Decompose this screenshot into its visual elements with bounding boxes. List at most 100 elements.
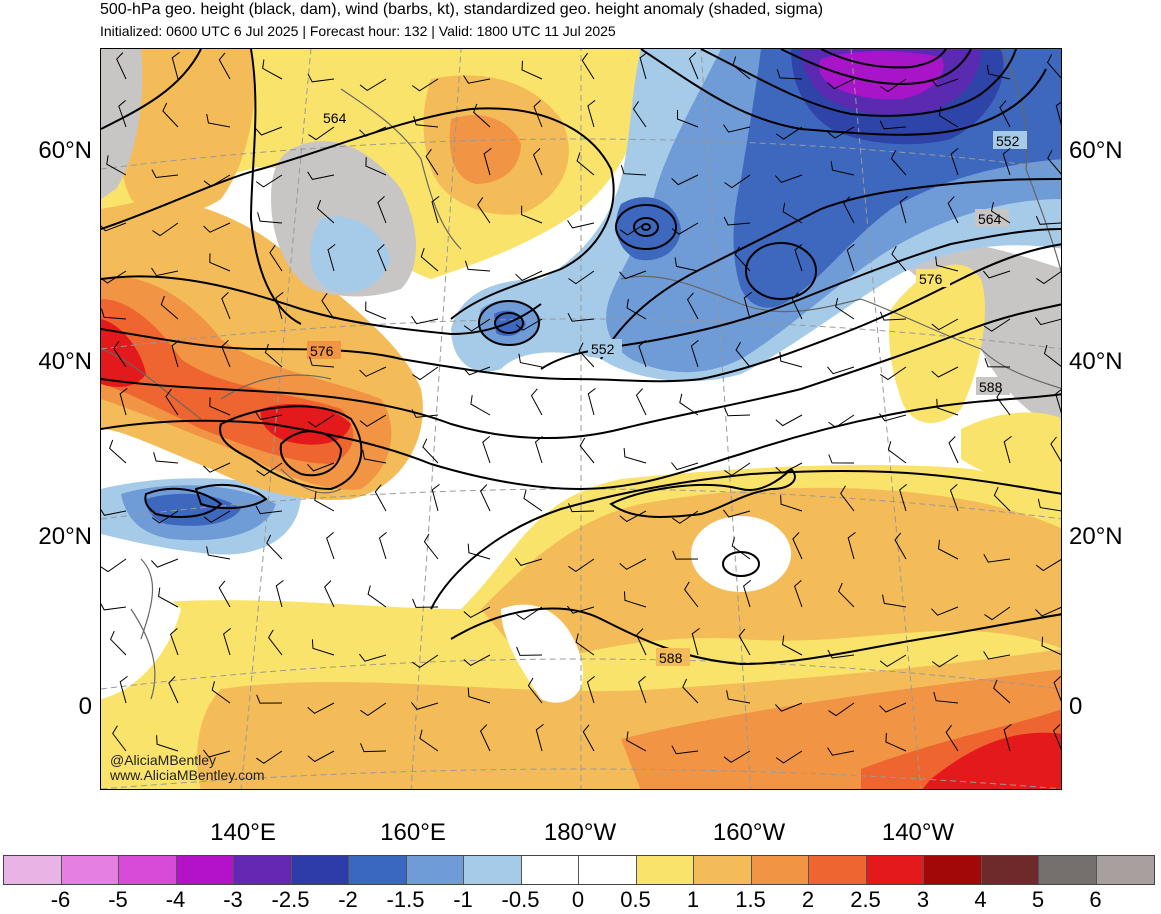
colorbar-swatch — [176, 856, 234, 884]
wind-barb — [843, 196, 855, 224]
anomaly-region — [101, 319, 146, 387]
wind-barb — [671, 222, 699, 235]
wind-barb — [623, 447, 647, 464]
wind-barb — [623, 591, 647, 608]
wind-barb — [723, 216, 751, 226]
wind-barb — [530, 388, 543, 416]
lon-label-160e: 160°E — [380, 819, 446, 846]
wind-barb — [101, 602, 127, 611]
anomaly-region — [749, 240, 816, 295]
wind-barb — [723, 509, 751, 518]
wind-barb — [827, 747, 855, 756]
wind-barb — [775, 750, 803, 764]
wind-barb — [993, 486, 1011, 512]
wind-barb — [936, 398, 959, 416]
colorbar-swatch — [579, 856, 637, 884]
wind-barb — [116, 52, 127, 80]
lon-label-140w: 140°W — [881, 819, 955, 846]
wind-barb — [420, 248, 439, 272]
colorbar-swatch — [61, 856, 119, 884]
wind-barb — [113, 341, 127, 368]
wind-barb — [221, 292, 231, 320]
wind-barb — [723, 407, 751, 417]
wind-barb — [775, 702, 803, 712]
wind-barb — [470, 395, 491, 416]
lon-label-140e: 140°E — [210, 819, 276, 846]
wind-barb — [672, 510, 699, 524]
wind-barb — [307, 462, 335, 472]
wind-barb — [374, 484, 387, 512]
wind-barb — [838, 582, 855, 608]
wind-barb — [578, 342, 595, 368]
colorbar-tick-label: 0 — [571, 887, 585, 912]
wind-barb — [423, 533, 439, 560]
wind-barb — [879, 120, 907, 130]
wind-barb — [206, 546, 231, 560]
anomaly-region — [101, 49, 143, 199]
anomaly-region — [922, 732, 1061, 789]
wind-barb — [314, 491, 335, 512]
colorbar-tick-label: -2.5 — [271, 887, 310, 912]
wind-barb — [828, 414, 855, 428]
wind-barb — [359, 653, 387, 662]
wind-barb — [110, 630, 127, 656]
wind-barb — [365, 157, 387, 176]
wind-barb — [367, 585, 387, 608]
wind-barb — [170, 628, 179, 656]
wind-barb — [782, 635, 803, 656]
wind-barb — [262, 59, 283, 80]
colorbar-swatch — [349, 856, 407, 884]
wind-barb — [619, 510, 647, 523]
wind-barb — [171, 52, 180, 80]
colorbar-swatch — [406, 856, 464, 884]
map-canvas: 564 576 552 552 564 576 588 588 — [101, 49, 1061, 789]
wind-barb — [1035, 606, 1061, 617]
wind-barb — [1047, 150, 1061, 175]
wind-barb — [885, 732, 907, 752]
wind-barb — [840, 485, 855, 512]
wind-barb — [984, 318, 1011, 332]
wind-barb — [794, 580, 803, 608]
wind-barb — [515, 557, 543, 566]
wind-barb — [412, 598, 439, 608]
wind-barb — [359, 414, 387, 427]
wind-barb — [523, 489, 543, 512]
lat-label-60n: 60°N — [38, 137, 92, 164]
wind-barb — [1055, 389, 1061, 414]
wind-barb — [738, 628, 751, 656]
anomaly-region — [310, 216, 391, 293]
wind-barb — [209, 253, 231, 272]
colorbar-tick-label: -5 — [108, 887, 128, 912]
wind-barb — [986, 64, 1011, 80]
wind-barb — [638, 676, 647, 704]
wind-barb — [256, 694, 283, 704]
wind-barb — [275, 292, 284, 320]
contour-label: 564 — [978, 211, 1002, 227]
wind-barb — [377, 196, 387, 224]
wind-barb — [984, 358, 1011, 368]
contour-label: 576 — [310, 343, 334, 359]
coastline — [101, 348, 342, 700]
wind-barb — [463, 654, 491, 667]
wind-barb — [691, 628, 700, 656]
anomaly-region — [889, 264, 985, 423]
wind-barb — [221, 340, 231, 368]
wind-barb — [326, 532, 335, 560]
wind-barb — [307, 702, 335, 714]
colorbar-tick-label: 1.5 — [735, 887, 766, 912]
contour-label: 552 — [996, 133, 1020, 149]
wind-barb — [1036, 271, 1061, 285]
colorbar-tick-label: 3 — [916, 887, 930, 912]
wind-barb — [527, 677, 543, 704]
contour-label: 588 — [979, 379, 1003, 395]
wind-barb — [780, 495, 803, 512]
colorbar-tick-label: -3 — [223, 887, 243, 912]
lat-label-60n-right: 60°N — [1069, 137, 1123, 164]
wind-barb — [156, 735, 179, 752]
wind-barb — [782, 202, 803, 224]
wind-barb — [1003, 435, 1012, 464]
wind-barb — [724, 462, 751, 477]
colorbar-tick-label: -0.5 — [501, 887, 540, 912]
wind-barb — [264, 343, 283, 368]
coastline — [340, 88, 462, 250]
